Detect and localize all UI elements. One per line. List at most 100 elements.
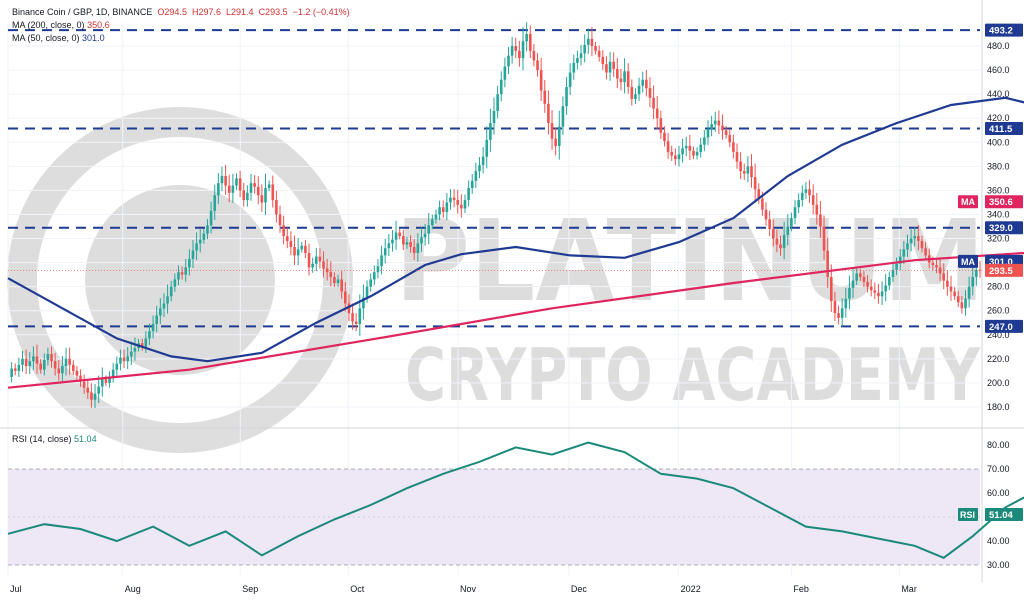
candle-body (568, 72, 572, 87)
candle-body (674, 155, 677, 160)
price-label-box (985, 121, 1023, 135)
candle-body (304, 245, 307, 253)
candle-body (659, 118, 663, 133)
watermark-line-1: PLATINUM (395, 197, 985, 327)
candle-body (641, 79, 645, 86)
candle-body (634, 94, 637, 99)
candle-body (285, 236, 289, 241)
candle-body (57, 368, 61, 374)
ma50-line (7, 96, 1024, 363)
candle-body (706, 129, 710, 138)
candle-body (111, 369, 115, 377)
candle-body (790, 218, 793, 227)
candle-body (195, 243, 198, 251)
time-tick-label: Jul (10, 584, 22, 594)
candle-body (387, 243, 391, 249)
time-tick-label: Mar (901, 584, 917, 594)
candle-body (296, 249, 300, 256)
candle-body (50, 354, 53, 362)
candle-body (82, 381, 86, 388)
candle-body (260, 195, 264, 203)
candle-body (151, 323, 155, 332)
candle-body (53, 361, 57, 369)
rsi-tick-label: 60.00 (987, 488, 1010, 498)
ma-tag-box (958, 195, 978, 209)
candle-body (256, 186, 260, 196)
price-label-box (985, 319, 1023, 333)
watermark-disc (85, 185, 275, 375)
candle-body (757, 189, 761, 199)
candle-body (206, 225, 209, 234)
price-label-text: 247.0 (989, 322, 1013, 333)
candle-body (811, 195, 815, 205)
candle-body (967, 286, 971, 299)
ma200-line (7, 251, 1024, 389)
price-tick-label: 460.0 (987, 65, 1010, 75)
candle-body (953, 291, 956, 297)
candle-body (314, 256, 318, 264)
candle-body (470, 180, 474, 189)
candle-body (162, 303, 166, 309)
candle-body (761, 198, 764, 210)
candle-body (452, 197, 456, 201)
price-label-text: 411.5 (989, 124, 1013, 135)
candle-body (369, 279, 372, 287)
candle-body (891, 269, 895, 278)
candle-body (608, 61, 612, 73)
candle-body (278, 214, 282, 226)
price-label-box (985, 23, 1023, 37)
candle-body (579, 53, 583, 59)
candle-body (800, 192, 804, 201)
candle-body (416, 243, 420, 253)
candle-body (32, 356, 35, 362)
candle-body (434, 214, 438, 220)
legend-ma200: MA (200, close, 0) 350.6 (12, 20, 110, 30)
candle-body (17, 364, 21, 371)
candle-body (946, 280, 949, 287)
candle-body (307, 252, 311, 268)
candle-body (572, 62, 576, 73)
candle-body (180, 272, 184, 275)
candle-body (478, 165, 481, 172)
candle-body (238, 178, 242, 191)
candle-body (840, 308, 844, 318)
time-tick-label: Dec (571, 584, 588, 594)
candle-body (460, 204, 463, 209)
legend-symbol: Binance Coin / GBP, 1D, BINANCE O294.5 H… (12, 7, 350, 17)
candle-body (300, 245, 304, 250)
rsi-line (7, 441, 1024, 559)
ma-tag-text: MA (961, 197, 975, 207)
candle-body (670, 151, 674, 156)
candle-body (220, 175, 224, 184)
candle-body (28, 361, 32, 367)
candle-body (383, 248, 387, 256)
candle-body (550, 123, 554, 139)
candle-body (768, 219, 771, 229)
candle-body (764, 209, 768, 220)
candle-body (586, 38, 590, 45)
price-tick-label: 480.0 (987, 41, 1010, 51)
candle-body (347, 303, 351, 314)
candle-body (358, 308, 362, 324)
candle-body (880, 291, 884, 297)
candle-body (724, 130, 728, 136)
candle-body (746, 166, 750, 174)
time-tick-label: Feb (793, 584, 809, 594)
candle-body (376, 266, 380, 273)
candle-body (336, 279, 340, 284)
candle-body (496, 94, 499, 112)
candle-body (543, 90, 547, 104)
candle-body (441, 207, 445, 213)
price-tick-label: 320.0 (987, 234, 1010, 244)
candle-body (46, 354, 50, 361)
time-tick-label: Sep (242, 584, 258, 594)
candle-body (616, 68, 619, 79)
price-tick-label: 420.0 (987, 113, 1010, 123)
legend-ma50: MA (50, close, 0) 301.0 (12, 33, 105, 43)
candle-body (394, 232, 398, 240)
candle-body (666, 141, 670, 152)
candle-body (645, 79, 648, 89)
price-tick-label: 280.0 (987, 282, 1010, 292)
candle-body (456, 200, 460, 205)
